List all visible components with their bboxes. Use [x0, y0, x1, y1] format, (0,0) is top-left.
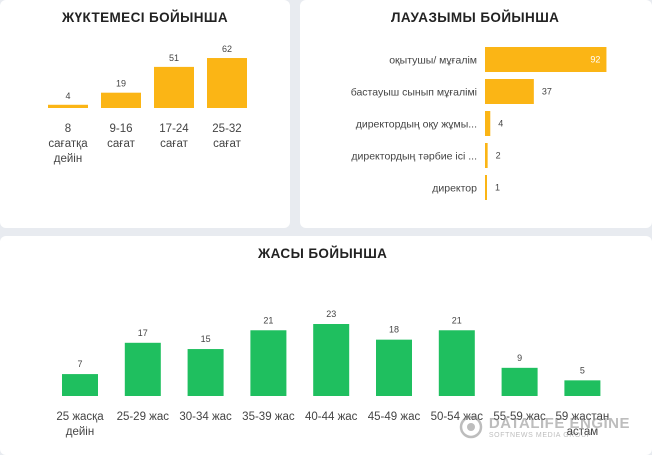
watermark-title: DATALIFE ENGINE	[488, 415, 630, 432]
data-label: 1	[495, 183, 500, 193]
bar	[187, 349, 224, 396]
data-label: 51	[169, 53, 179, 63]
bar	[438, 330, 475, 396]
category-label: 9-16	[109, 123, 132, 135]
watermark-subtitle: SOFTNEWS MEDIA GROUP	[488, 432, 592, 439]
bar	[124, 342, 161, 396]
category-label: 40-44 жас	[305, 411, 358, 423]
category-label: оқытушы/ мұғалім	[389, 55, 477, 67]
bar	[485, 47, 607, 72]
category-label: 25-29 жас	[117, 411, 170, 423]
data-label: 37	[542, 87, 552, 97]
watermark: DATALIFE ENGINE SOFTNEWS MEDIA GROUP	[459, 415, 630, 439]
data-label: 15	[201, 334, 211, 344]
data-label: 21	[263, 315, 273, 325]
datalife-engine-logo-icon	[459, 415, 483, 439]
category-label: 25-32	[212, 123, 241, 135]
bar	[48, 104, 88, 108]
category-label: астам	[567, 426, 599, 438]
category-label: 17-24	[159, 123, 189, 135]
data-label: 21	[452, 315, 462, 325]
data-label: 62	[222, 44, 232, 54]
data-label: 92	[590, 55, 600, 65]
category-label: 59 жастан	[556, 411, 610, 423]
data-label: 7	[77, 359, 82, 369]
bar	[485, 175, 487, 200]
category-label: 55-59 жас	[493, 411, 546, 423]
category-label: сағат	[107, 138, 135, 150]
data-label: 19	[116, 79, 126, 89]
data-label: 18	[389, 325, 399, 335]
data-label: 2	[496, 151, 501, 161]
bar	[154, 66, 194, 108]
data-label: 5	[580, 365, 585, 375]
category-label: сағат	[160, 138, 188, 150]
position-chart-title: ЛАУАЗЫМЫ БОЙЫНША	[391, 10, 560, 25]
category-label: дейін	[66, 426, 94, 438]
data-label: 23	[326, 309, 336, 319]
category-label: директордың тәрбие ісі ...	[351, 151, 477, 163]
age-chart: 7 25 жасқа дейін 17 25-29 жас 15 30-34 жас 21 35…	[56, 309, 610, 438]
category-label: сағат	[213, 138, 241, 150]
category-label: директор	[432, 183, 477, 195]
bar	[485, 79, 534, 104]
data-label: 4	[498, 119, 503, 129]
data-label: 17	[138, 328, 148, 338]
age-panel: ЖАСЫ БОЙЫНША 7 25 жасқа дейін 17 25-29 жас 15…	[0, 236, 652, 455]
category-label: 8	[65, 123, 71, 135]
category-label: 35-39 жас	[242, 411, 295, 423]
bar	[501, 367, 538, 396]
category-label: сағатқа	[48, 138, 88, 150]
bar	[376, 339, 412, 396]
bar	[101, 92, 141, 108]
load-chart-title: ЖҮКТЕМЕСІ БОЙЫНША	[62, 10, 229, 25]
position-panel: ЛАУАЗЫМЫ БОЙЫНША оқытушы/ мұғалім 92 баста…	[300, 0, 652, 228]
bar	[313, 324, 350, 396]
bar	[485, 111, 491, 136]
position-chart: оқытушы/ мұғалім 92 бастауыш сынып мұғалім…	[351, 47, 607, 200]
category-label: 30-34 жас	[179, 411, 232, 423]
category-label: дейін	[54, 153, 82, 165]
load-chart: 4 8 сағатқа дейін 19 9-16 сағат 51 17-24 сағат 62 2…	[48, 44, 247, 165]
bar	[485, 143, 488, 168]
category-label: 50-54 жас	[431, 411, 484, 423]
bar	[62, 374, 98, 396]
category-label: 25 жасқа	[56, 411, 104, 423]
bar	[250, 330, 287, 396]
age-chart-title: ЖАСЫ БОЙЫНША	[258, 246, 388, 261]
data-label: 4	[65, 91, 70, 101]
load-panel: ЖҮКТЕМЕСІ БОЙЫНША 4 8 сағатқа дейін 19 9-16 са…	[0, 0, 290, 228]
data-label: 9	[517, 353, 522, 363]
bar	[564, 380, 601, 396]
category-label: 45-49 жас	[368, 411, 421, 423]
bar	[207, 58, 247, 108]
category-label: директордың оқу жұмы...	[356, 119, 477, 131]
category-label: бастауыш сынып мұғалімі	[351, 87, 477, 99]
